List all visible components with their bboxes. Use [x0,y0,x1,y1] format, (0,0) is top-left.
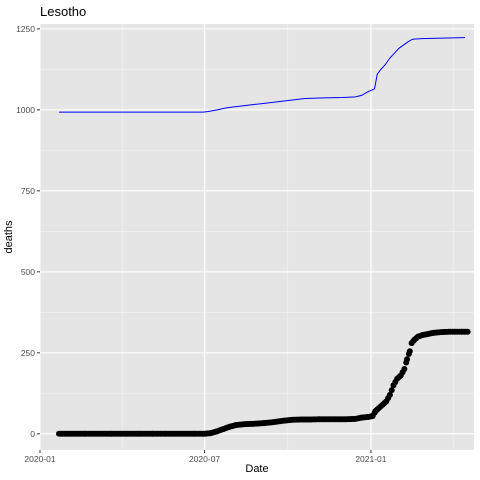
x-axis: 2020-01 2020-07 2021-01 [24,450,387,464]
grid-minor [40,24,474,450]
x-tick-label: 2020-01 [24,454,55,464]
x-axis-title: Date [245,463,268,475]
series-layer [55,37,471,437]
data-point [381,400,388,407]
data-point [388,387,395,394]
data-point [403,359,410,366]
data-point [399,369,406,376]
plot-panel [40,24,474,450]
y-tick-label: 750 [21,186,35,196]
y-tick-label: 500 [21,267,35,277]
y-tick-label: 1250 [16,24,35,34]
x-tick-label: 2020-07 [189,454,220,464]
x-tick-label: 2021-01 [355,454,386,464]
y-tick-label: 0 [30,429,35,439]
data-point [405,350,412,357]
series-line [58,37,465,113]
data-point [392,378,399,385]
y-axis: 0 250 500 750 1000 1250 [16,24,40,439]
data-point [395,374,402,381]
y-axis-title: deaths [3,220,15,254]
y-tick-label: 250 [21,348,35,358]
data-point [385,395,392,402]
data-point [462,328,469,335]
chart-title: Lesotho [40,4,86,19]
grid-major [39,24,474,450]
y-tick-label: 1000 [16,105,35,115]
